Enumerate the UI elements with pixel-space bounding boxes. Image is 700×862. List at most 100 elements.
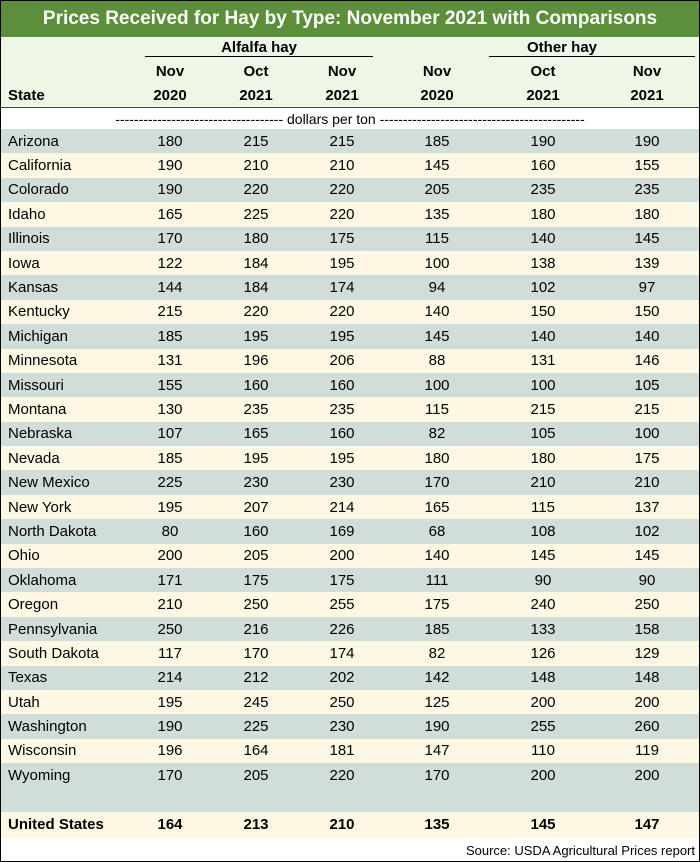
price-cell: 90 (491, 568, 595, 593)
state-cell: Wisconsin (1, 738, 129, 764)
price-cell: 212 (211, 665, 301, 690)
price-cell: 195 (129, 494, 211, 520)
price-cell: 94 (383, 275, 491, 300)
table-row: Michigan 185 195 195 145 140 140 (1, 324, 699, 349)
price-cell: 160 (301, 372, 383, 398)
price-cell: 140 (383, 543, 491, 569)
month-header-row: Nov Oct Nov Nov Oct Nov (1, 59, 699, 83)
spacer-row (1, 787, 699, 812)
price-cell: 207 (211, 494, 301, 520)
price-cell: 97 (595, 275, 699, 300)
state-cell: Idaho (1, 202, 129, 227)
state-cell: North Dakota (1, 519, 129, 544)
price-cell: 129 (595, 641, 699, 666)
col-month: Nov (129, 59, 211, 83)
price-cell: 190 (491, 129, 595, 154)
table-row: Idaho 165 225 220 135 180 180 (1, 202, 699, 227)
source-note: Source: USDA Agricultural Prices report (465, 843, 695, 858)
state-cell: Washington (1, 714, 129, 739)
price-cell: 170 (383, 763, 491, 788)
price-cell: 68 (383, 519, 491, 544)
price-cell: 148 (491, 665, 595, 690)
price-cell: 135 (383, 202, 491, 227)
state-cell: Wyoming (1, 763, 129, 788)
price-cell: 170 (211, 641, 301, 666)
price-cell: 210 (211, 153, 301, 178)
state-cell: Missouri (1, 372, 129, 398)
hay-price-table: Alfalfa hay Other hay Nov Oct Nov Nov Oc… (1, 37, 699, 838)
state-cell: South Dakota (1, 641, 129, 666)
price-cell: 195 (211, 446, 301, 471)
table-row: North Dakota 80 160 169 68 108 102 (1, 519, 699, 544)
price-cell: 190 (595, 129, 699, 154)
price-cell: 146 (595, 348, 699, 373)
price-cell: 185 (383, 616, 491, 642)
price-cell: 100 (491, 372, 595, 398)
price-cell: 184 (211, 250, 301, 276)
price-cell: 102 (491, 275, 595, 300)
price-cell: 195 (129, 689, 211, 715)
price-cell: 250 (211, 592, 301, 617)
state-cell: Kansas (1, 275, 129, 300)
price-cell: 213 (211, 811, 301, 838)
price-cell: 80 (129, 519, 211, 544)
price-cell: 170 (129, 226, 211, 251)
price-cell: 235 (301, 397, 383, 422)
price-cell: 144 (129, 275, 211, 300)
price-cell: 140 (383, 299, 491, 325)
col-month: Oct (491, 59, 595, 83)
price-cell: 122 (129, 250, 211, 276)
price-cell: 138 (491, 250, 595, 276)
year-header-row: State 2020 2021 2021 2020 2021 2021 (1, 83, 699, 108)
price-cell: 180 (595, 202, 699, 227)
price-cell: 190 (129, 153, 211, 178)
price-cell: 200 (595, 689, 699, 715)
state-cell: Michigan (1, 324, 129, 349)
table-title: Prices Received for Hay by Type: Novembe… (1, 1, 699, 37)
state-cell: Texas (1, 665, 129, 690)
price-cell: 230 (301, 714, 383, 739)
price-cell: 174 (301, 275, 383, 300)
table-row: Minnesota 131 196 206 88 131 146 (1, 348, 699, 373)
price-cell: 140 (491, 226, 595, 251)
price-cell: 148 (595, 665, 699, 690)
price-cell: 215 (301, 129, 383, 154)
price-cell: 235 (491, 177, 595, 203)
price-cell: 160 (211, 519, 301, 544)
price-cell: 195 (211, 324, 301, 349)
price-cell: 235 (211, 397, 301, 422)
table-row: Nevada 185 195 195 180 180 175 (1, 446, 699, 471)
group-header-other: Other hay (489, 37, 699, 59)
price-cell: 175 (383, 592, 491, 617)
price-cell: 135 (383, 811, 491, 838)
price-cell: 107 (129, 421, 211, 447)
col-year: 2021 (595, 83, 699, 108)
table-row: Ohio 200 205 200 140 145 145 (1, 543, 699, 569)
table-row: Kansas 144 184 174 94 102 97 (1, 275, 699, 300)
price-cell: 200 (129, 543, 211, 569)
price-cell: 100 (595, 421, 699, 447)
price-cell: 175 (301, 568, 383, 593)
price-cell: 160 (491, 153, 595, 178)
price-cell: 145 (595, 226, 699, 251)
table-row: Iowa 122 184 195 100 138 139 (1, 250, 699, 276)
price-cell: 137 (595, 494, 699, 520)
price-cell: 230 (211, 470, 301, 495)
price-cell: 220 (301, 763, 383, 788)
price-cell: 158 (595, 616, 699, 642)
price-cell: 110 (491, 738, 595, 764)
col-month: Nov (301, 59, 383, 83)
price-cell: 185 (383, 129, 491, 154)
price-cell: 190 (129, 714, 211, 739)
price-cell: 117 (129, 641, 211, 666)
price-cell: 175 (301, 226, 383, 251)
price-cell: 215 (595, 397, 699, 422)
price-cell: 184 (211, 275, 301, 300)
state-cell: Illinois (1, 226, 129, 251)
group-header-row: Alfalfa hay Other hay (1, 37, 699, 59)
state-cell: United States (1, 811, 129, 838)
table-row: Arizona 180 215 215 185 190 190 (1, 129, 699, 154)
price-cell: 174 (301, 641, 383, 666)
price-cell: 196 (129, 738, 211, 764)
price-cell: 225 (211, 202, 301, 227)
